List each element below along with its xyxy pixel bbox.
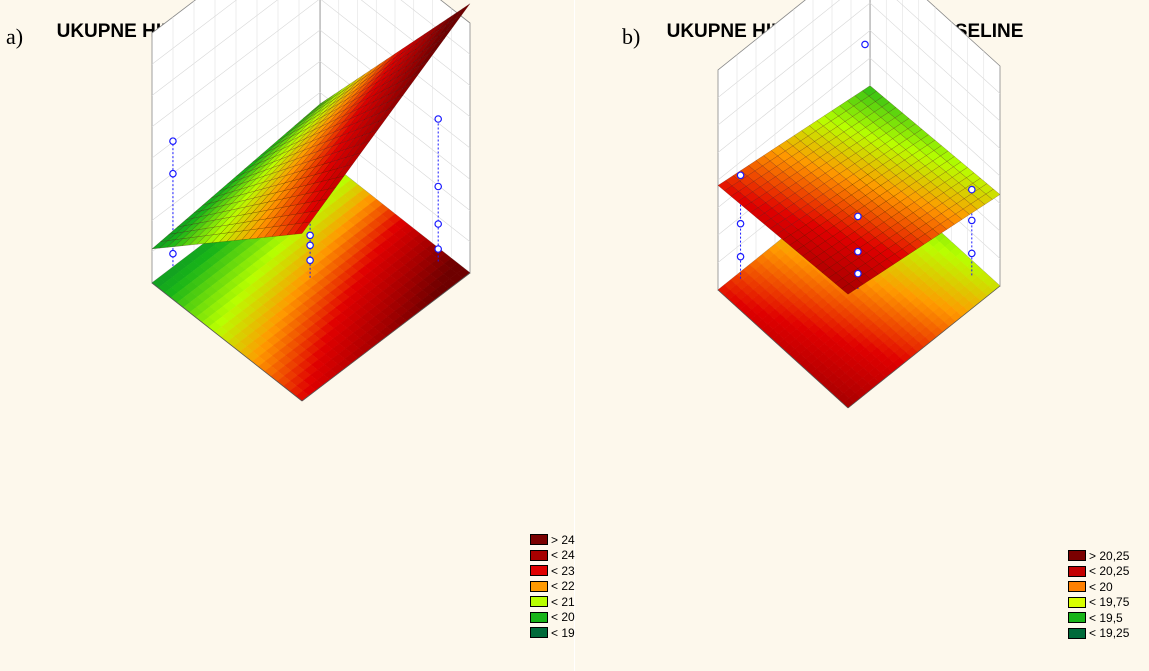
data-point bbox=[169, 169, 177, 178]
gridline bbox=[896, 0, 1001, 94]
legend-swatch bbox=[530, 580, 548, 592]
panel-label: a) bbox=[6, 24, 24, 49]
legend-item: < 19,5 bbox=[1068, 610, 1129, 626]
surface-cell bbox=[841, 283, 856, 295]
surface-plot bbox=[151, 0, 471, 402]
legend-label: < 19,25 bbox=[1089, 626, 1130, 641]
surface-plot bbox=[717, 0, 1001, 409]
data-point bbox=[861, 40, 869, 49]
gridline bbox=[151, 0, 278, 96]
data-point bbox=[434, 182, 443, 191]
legend-item: < 21 bbox=[530, 594, 575, 610]
gridline bbox=[151, 0, 319, 127]
data-point bbox=[306, 231, 314, 240]
legend-swatch bbox=[1068, 565, 1086, 577]
legend-label: < 20 bbox=[1089, 579, 1113, 594]
legend-item: < 19,25 bbox=[1068, 626, 1129, 642]
legend-label: < 19,5 bbox=[1089, 610, 1123, 625]
legend-swatch bbox=[530, 627, 548, 639]
legend-label: < 19,75 bbox=[1089, 595, 1130, 610]
legend-label: < 20 bbox=[551, 610, 575, 625]
legend-label: < 23 bbox=[551, 563, 575, 578]
gridline bbox=[360, 0, 471, 86]
data-point bbox=[306, 256, 314, 265]
data-point bbox=[434, 245, 443, 253]
data-point bbox=[967, 216, 976, 225]
legend-label: < 21 bbox=[551, 594, 575, 609]
legend-item: > 24 bbox=[530, 532, 575, 548]
legend-swatch bbox=[1068, 627, 1086, 639]
legend-item: < 20 bbox=[1068, 579, 1129, 595]
gridline bbox=[717, 0, 840, 98]
gridline bbox=[151, 0, 237, 65]
gridline bbox=[717, 2, 871, 126]
chart-panel-a: a) UKUPNE HIDROKSICIMETNE KISELINE (mg C… bbox=[0, 0, 575, 671]
legend-item: < 20,25 bbox=[1068, 564, 1129, 580]
legend-swatch bbox=[1068, 612, 1086, 624]
data-point bbox=[434, 220, 443, 228]
legend-label: < 24 bbox=[551, 548, 575, 563]
legend-item: < 22 bbox=[530, 579, 575, 595]
panel-label: b) bbox=[622, 24, 641, 49]
gridline bbox=[869, 2, 1001, 122]
legend-swatch bbox=[530, 596, 548, 608]
data-point bbox=[434, 115, 443, 123]
axis-line bbox=[847, 285, 1001, 409]
legend-swatch bbox=[530, 549, 548, 561]
legend-item: < 19,75 bbox=[1068, 595, 1129, 611]
legend-label: > 20,25 bbox=[1089, 548, 1130, 563]
data-point bbox=[854, 269, 862, 278]
surface-cell bbox=[294, 221, 311, 235]
data-point bbox=[169, 137, 177, 145]
legend: > 20,25 < 20,25 < 20 < 19,75 < 19,5 < 19,25 bbox=[1068, 548, 1129, 641]
axis-line bbox=[717, 289, 849, 409]
legend-label: < 19 bbox=[551, 625, 575, 640]
legend-swatch bbox=[530, 534, 548, 546]
axis-line bbox=[151, 282, 303, 402]
data-point bbox=[854, 212, 862, 221]
axis-line bbox=[301, 272, 471, 402]
data-point bbox=[967, 185, 976, 194]
data-point bbox=[306, 241, 314, 250]
data-point bbox=[736, 219, 745, 228]
legend: > 24 < 24 < 23 < 22 < 21 < 20 < 19 bbox=[530, 532, 575, 641]
chart-panel-b: UKUPNE HIDROKSICIMETNE KISELINE (mg CAE/… bbox=[575, 0, 1149, 671]
legend-label: > 24 bbox=[551, 532, 575, 547]
gridline bbox=[717, 30, 871, 153]
legend-swatch bbox=[530, 611, 548, 623]
legend-item: > 20,25 bbox=[1068, 548, 1129, 564]
legend-swatch bbox=[1068, 596, 1086, 608]
legend-label: < 22 bbox=[551, 579, 575, 594]
data-point bbox=[967, 249, 976, 258]
legend-swatch bbox=[1068, 550, 1086, 562]
data-point bbox=[736, 171, 745, 180]
plot-area bbox=[151, 0, 471, 402]
legend-label: < 20,25 bbox=[1089, 564, 1130, 579]
data-point bbox=[169, 249, 177, 258]
legend-item: < 20 bbox=[530, 610, 575, 626]
legend-item: < 23 bbox=[530, 563, 575, 579]
legend-swatch bbox=[1068, 581, 1086, 593]
data-point bbox=[854, 247, 862, 256]
legend-item: < 24 bbox=[530, 548, 575, 564]
legend-item: < 19 bbox=[530, 625, 575, 641]
plot-area bbox=[717, 0, 1001, 409]
gridline bbox=[869, 30, 1001, 149]
legend-swatch bbox=[530, 565, 548, 577]
data-point bbox=[736, 252, 745, 261]
